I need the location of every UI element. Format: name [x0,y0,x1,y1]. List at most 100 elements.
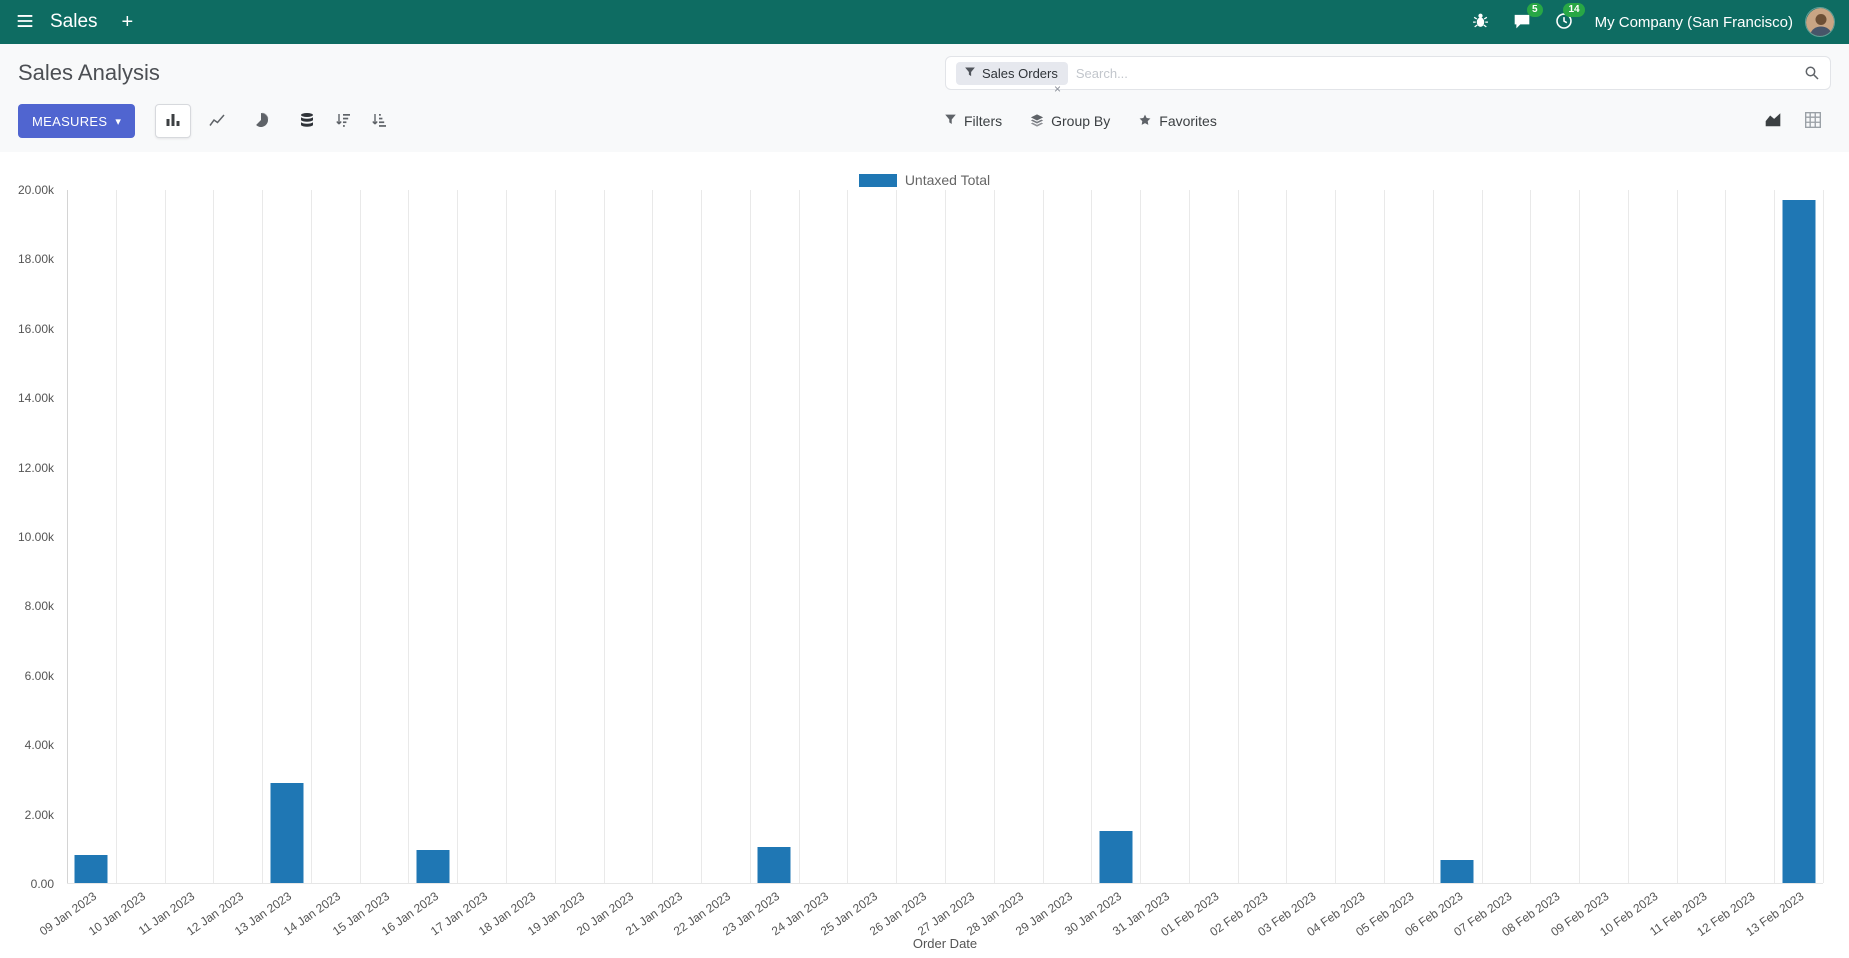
gridline [1286,190,1288,883]
measures-button[interactable]: MEASURES ▾ [18,104,136,138]
gridline [457,190,459,883]
y-tick-label: 12.00k [17,460,54,475]
bar-chart-button[interactable] [155,104,192,138]
star-icon [1138,113,1152,130]
page-title: Sales Analysis [18,60,160,85]
area-chart-icon [1764,111,1782,132]
bar[interactable] [270,782,303,883]
new-button[interactable]: + [121,10,134,33]
bar[interactable] [1782,200,1816,883]
gridline [1481,190,1483,883]
gridline [1725,190,1727,883]
bar[interactable] [1440,860,1474,883]
gridline [1140,190,1142,883]
gridline [213,190,215,883]
gridline [993,190,995,883]
control-panel: Sales Analysis Sales Orders × MEASURES ▾ [0,44,1849,152]
bar[interactable] [1099,831,1133,883]
app-name[interactable]: Sales [50,11,98,32]
gridline [1384,190,1385,883]
layers-icon [1030,113,1044,130]
group-by-label: Group By [1051,113,1111,129]
debug-button[interactable] [1470,10,1491,34]
gridline [310,190,312,883]
gridline [164,190,166,883]
gridline [554,190,556,883]
gridline [408,190,410,883]
y-tick-label: 10.00k [17,530,54,544]
search-options: Filters Group By Favorites [944,113,1217,130]
activities-badge: 14 [1563,2,1585,17]
stacked-toggle-button[interactable] [297,110,317,133]
messages-badge: 5 [1527,2,1543,17]
stacked-icon [299,112,315,131]
sort-descending-icon [335,112,351,131]
line-chart-button[interactable] [199,104,235,138]
hamburger-icon [16,12,34,33]
chart-section: Untaxed Total 0.00 2.00k 4.00k 6.00k 8.00k 10… [0,152,1849,958]
search-icon[interactable] [1804,65,1820,81]
gridline [1091,190,1093,883]
y-tick-label: 16.00k [17,321,54,336]
pie-chart-button[interactable] [243,104,279,138]
apps-menu-button[interactable] [14,10,36,35]
facet-remove-button[interactable]: × [1054,82,1062,96]
messages-button[interactable]: 5 [1511,2,1543,35]
y-tick-label: 14.00k [17,391,54,406]
activities-button[interactable]: 14 [1553,2,1585,35]
gridline [896,190,898,883]
gridline [262,190,264,883]
gridline [359,190,361,883]
bar[interactable] [74,855,108,883]
y-tick-label: 20.00k [17,183,54,197]
favorites-button[interactable]: Favorites [1138,113,1217,130]
filters-button[interactable]: Filters [944,113,1002,129]
pivot-view-button[interactable] [1795,104,1831,138]
search-facet-label: Sales Orders [982,65,1058,81]
favorites-label: Favorites [1159,113,1217,129]
chart-type-group [155,104,279,138]
line-chart-icon [209,112,225,131]
legend-swatch [858,173,897,187]
x-axis-title: Order Date [912,936,978,951]
y-tick-label: 4.00k [24,738,54,753]
y-tick-label: 2.00k [24,807,54,822]
gridline [1432,190,1434,883]
search-input[interactable] [1067,65,1804,81]
gridline [1823,190,1824,883]
filter-icon [964,66,976,81]
navbar: Sales + 5 14 My Company (San Francisco) [0,0,1849,44]
search-facet[interactable]: Sales Orders [956,61,1068,85]
legend-item[interactable]: Untaxed Total [858,172,991,188]
pie-chart-icon [253,112,269,131]
user-avatar [1805,7,1835,37]
legend-label: Untaxed Total [904,172,991,188]
gridline [1237,190,1239,883]
user-menu[interactable]: My Company (San Francisco) [1595,7,1835,37]
measures-label: MEASURES [32,113,108,129]
gridline [701,190,703,883]
gridline [1188,190,1190,883]
gridline [603,190,605,883]
filter-icon [944,113,957,129]
gridline [945,190,946,883]
chart-legend: Untaxed Total [0,172,1849,188]
sort-descending-button[interactable] [333,110,353,133]
company-name: My Company (San Francisco) [1594,13,1793,31]
graph-view-button[interactable] [1755,104,1791,138]
y-tick-label: 18.00k [17,252,54,267]
bar[interactable] [757,846,791,883]
gridline [115,190,117,883]
gridline [798,190,800,883]
search-bar[interactable]: Sales Orders × [945,56,1831,95]
view-switcher [1755,104,1831,138]
gridline [1042,190,1044,883]
sort-ascending-icon [371,112,387,131]
gridline [652,190,654,883]
gridline [1579,190,1581,883]
sort-ascending-button[interactable] [369,110,389,133]
group-by-button[interactable]: Group By [1030,113,1110,130]
y-tick-label: 8.00k [24,599,54,614]
systray: 5 14 My Company (San Francisco) [1470,2,1835,37]
bar[interactable] [416,850,450,883]
